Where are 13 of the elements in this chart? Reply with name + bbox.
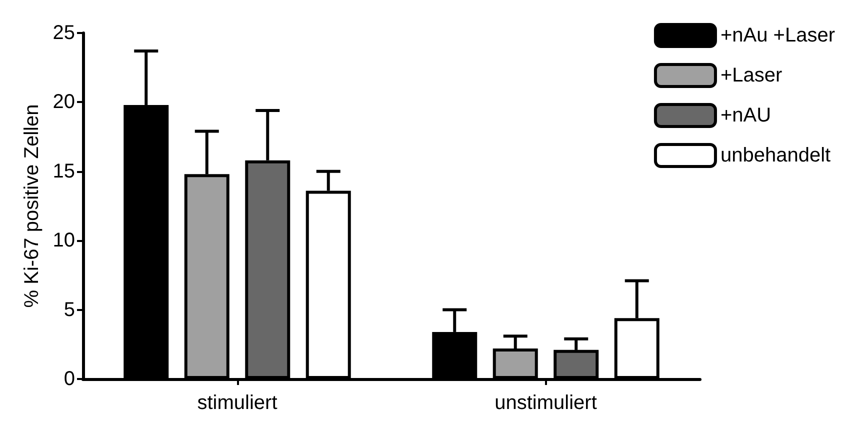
y-tick-label: 15 [52, 160, 75, 182]
y-tick-label: 0 [64, 368, 75, 390]
y-tick-label: 20 [52, 91, 75, 114]
x-tick-label: stimuliert [197, 392, 278, 414]
legend-label: +Laser [720, 64, 783, 86]
x-tick-label: unstimuliert [494, 392, 598, 414]
y-axis-title: % Ki-67 positive Zellen [20, 104, 43, 308]
y-tick-label: 25 [52, 22, 75, 44]
legend-label: unbehandelt [720, 144, 832, 166]
y-tick-label: 5 [64, 298, 75, 321]
legend-label: +nAu +Laser [720, 24, 836, 46]
y-tick-label: 10 [52, 230, 75, 252]
legend-label: +nAU [720, 104, 772, 126]
